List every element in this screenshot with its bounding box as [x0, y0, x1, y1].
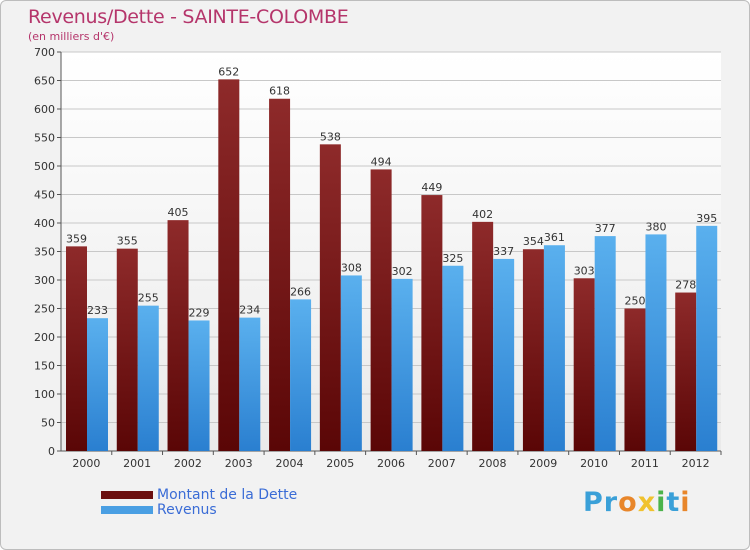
data-label-revenus: 377: [595, 222, 616, 235]
y-tick-label: 100: [34, 388, 55, 401]
logo-letter: o: [618, 487, 638, 518]
bar-revenus: [290, 299, 312, 451]
bar-dette: [573, 278, 595, 451]
data-label-revenus: 337: [493, 245, 514, 258]
data-label-dette: 652: [218, 65, 239, 78]
bar-dette: [421, 195, 443, 451]
bar-dette: [472, 221, 494, 451]
bar-revenus: [543, 245, 565, 451]
logo-letter: P: [583, 487, 604, 518]
data-label-revenus: 234: [239, 304, 260, 317]
chart-title: Revenus/Dette - SAINTE-COLOMBE: [28, 6, 349, 28]
legend-swatch-dette: [101, 491, 153, 499]
y-tick-label: 500: [34, 160, 55, 173]
bar-dette: [269, 98, 291, 452]
y-tick-label: 550: [34, 132, 55, 145]
data-label-revenus: 229: [189, 306, 210, 319]
y-tick-label: 450: [34, 189, 55, 202]
data-label-dette: 359: [66, 232, 87, 245]
data-label-revenus: 361: [544, 231, 565, 244]
data-label-dette: 355: [117, 235, 138, 248]
y-tick-label: 650: [34, 75, 55, 88]
bar-revenus: [87, 318, 108, 451]
y-tick-label: 300: [34, 274, 55, 287]
data-label-dette: 402: [472, 208, 493, 221]
bar-revenus: [137, 305, 159, 451]
data-label-revenus: 380: [645, 220, 666, 233]
y-tick-label: 50: [41, 417, 55, 430]
data-label-revenus: 302: [392, 265, 413, 278]
data-label-dette: 538: [320, 130, 341, 143]
y-tick-label: 250: [34, 303, 55, 316]
bar-dette: [218, 79, 240, 452]
x-tick-label: 2010: [580, 457, 608, 470]
bar-revenus: [645, 234, 667, 451]
x-tick-label: 2004: [275, 457, 303, 470]
bar-revenus: [493, 258, 515, 451]
data-label-revenus: 255: [138, 292, 159, 305]
data-label-dette: 618: [269, 85, 290, 98]
logo-letter: t: [666, 487, 681, 518]
bar-dette: [624, 308, 646, 451]
data-label-revenus: 325: [442, 252, 463, 265]
data-label-revenus: 308: [341, 261, 362, 274]
bar-revenus: [391, 278, 413, 451]
x-tick-label: 2006: [377, 457, 405, 470]
x-tick-label: 2005: [326, 457, 354, 470]
x-tick-label: 2007: [428, 457, 456, 470]
data-label-revenus: 233: [87, 304, 108, 317]
y-tick-label: 0: [48, 445, 55, 458]
x-tick-label: 2012: [682, 457, 710, 470]
bar-dette: [66, 246, 87, 451]
y-tick-label: 400: [34, 217, 55, 230]
logo-letter: i: [680, 487, 691, 518]
x-tick-label: 2003: [225, 457, 253, 470]
data-label-revenus: 266: [290, 285, 311, 298]
bar-dette: [319, 144, 341, 451]
logo-letter: x: [637, 487, 657, 518]
x-tick-label: 2009: [529, 457, 557, 470]
data-label-dette: 278: [675, 279, 696, 292]
y-tick-label: 200: [34, 331, 55, 344]
legend-swatch-revenus: [101, 506, 153, 514]
chart-subtitle: (en milliers d'€): [28, 30, 115, 43]
data-label-dette: 250: [624, 295, 645, 308]
bar-dette: [116, 248, 138, 451]
bar-revenus: [442, 265, 464, 451]
bar-dette: [522, 249, 544, 451]
legend-label-dette: Montant de la Dette: [157, 487, 298, 503]
y-tick-label: 600: [34, 103, 55, 116]
data-label-dette: 303: [574, 264, 595, 277]
legend-label-revenus: Revenus: [157, 502, 217, 518]
data-label-dette: 449: [421, 181, 442, 194]
y-tick-label: 350: [34, 246, 55, 259]
logo-letter: i: [656, 487, 667, 518]
x-tick-label: 2008: [479, 457, 507, 470]
x-tick-label: 2000: [72, 457, 100, 470]
y-tick-label: 700: [34, 46, 55, 59]
bar-revenus: [239, 317, 261, 451]
bar-dette: [370, 169, 392, 452]
data-label-dette: 405: [168, 206, 189, 219]
x-tick-label: 2011: [631, 457, 659, 470]
data-label-revenus: 395: [696, 212, 717, 225]
bar-revenus: [340, 275, 362, 451]
bar-revenus: [696, 225, 718, 451]
bar-revenus: [188, 320, 210, 451]
y-tick-label: 150: [34, 360, 55, 373]
bar-dette: [675, 292, 697, 451]
proxiti-logo: Proxiti: [583, 487, 691, 518]
bar-dette: [167, 220, 189, 451]
data-label-dette: 494: [371, 155, 392, 168]
logo-letter: r: [603, 487, 619, 518]
data-label-dette: 354: [523, 235, 544, 248]
x-tick-label: 2002: [174, 457, 202, 470]
x-tick-label: 2001: [123, 457, 151, 470]
bar-revenus: [594, 236, 616, 451]
